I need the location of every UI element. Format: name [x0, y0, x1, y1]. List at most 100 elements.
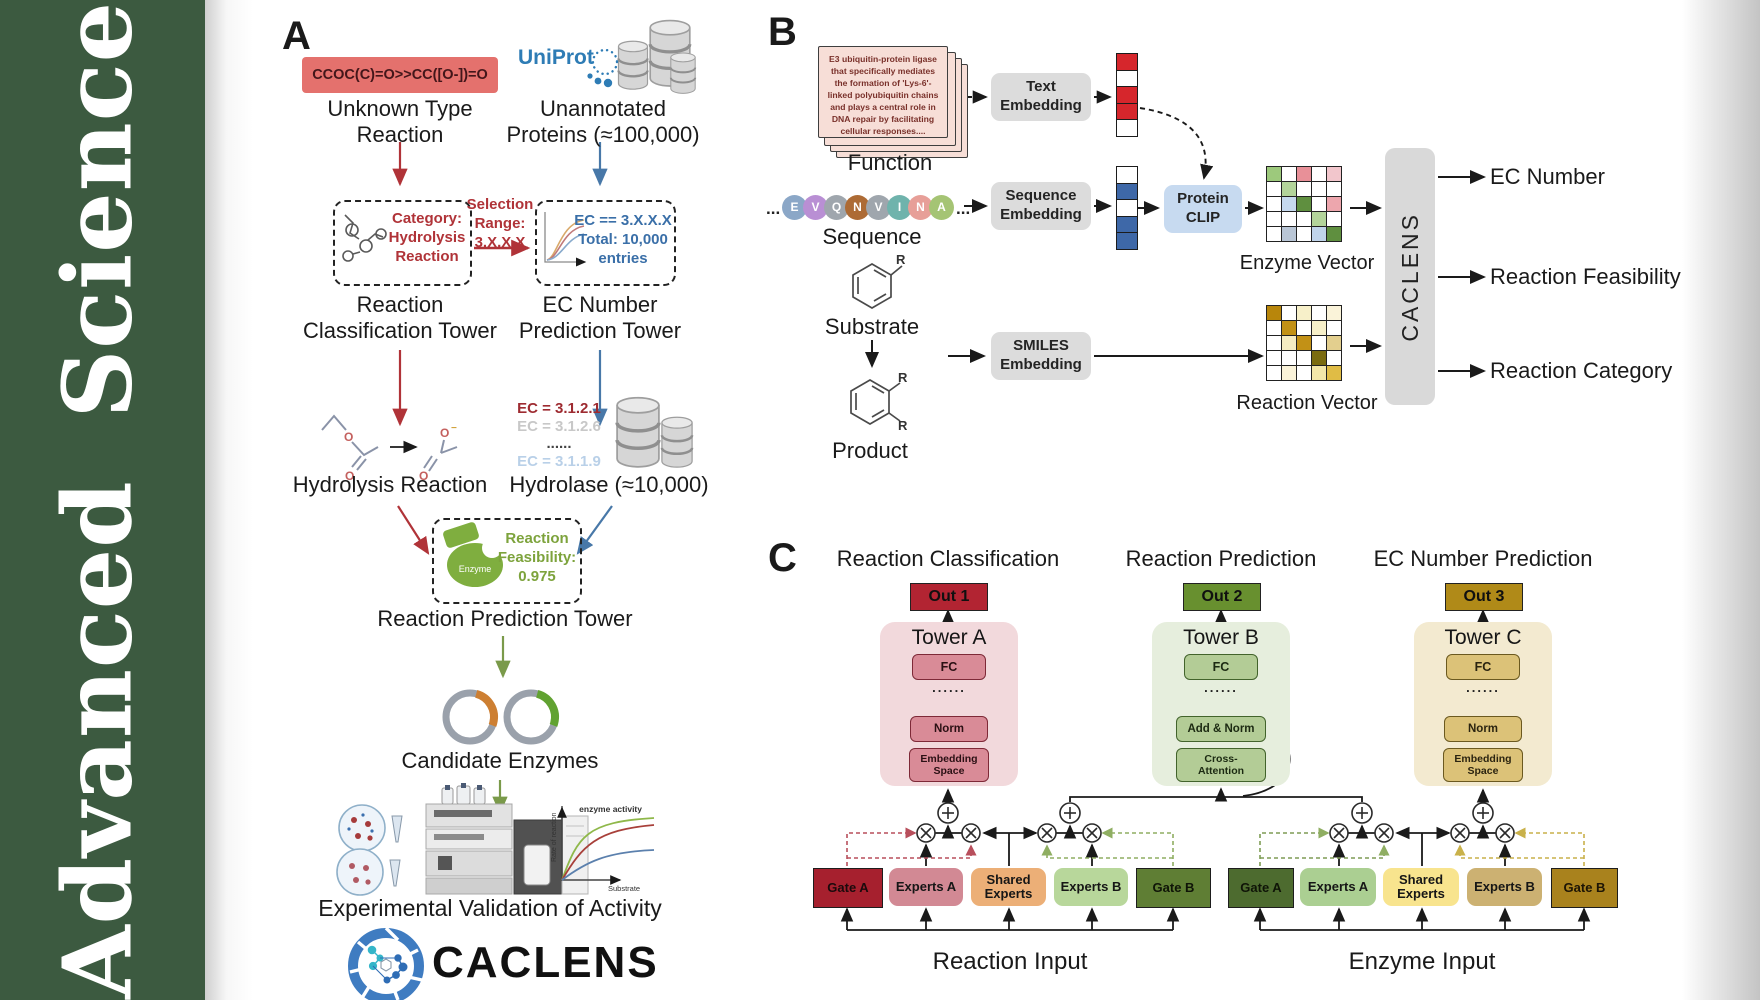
ec-dashed-box [535, 200, 676, 286]
matrix-cell [1325, 180, 1342, 197]
sequence-embedding-vector [1116, 166, 1138, 251]
experimental-validation-label: Experimental Validation of Activity [318, 895, 662, 921]
function-label: Function [847, 150, 933, 175]
ec-result-list: EC = 3.1.2.1 EC = 3.1.2.6...... EC = 3.1.1… [500, 400, 618, 471]
matrix-cell [1265, 349, 1282, 366]
tower-b-add-norm: Add & Norm [1176, 716, 1266, 742]
tower-c-dots: ...... [1466, 680, 1500, 695]
matrix-cell [1265, 304, 1282, 321]
tower-b-cross-attention: Cross- Attention [1176, 748, 1266, 782]
matrix-cell [1310, 364, 1327, 381]
tower-c-embedding-space: Embedding Space [1443, 748, 1523, 782]
matrix-cell [1280, 180, 1297, 197]
matrix-cell [1295, 180, 1312, 197]
matrix-cell [1265, 319, 1282, 336]
right-gradient [1682, 0, 1760, 1000]
matrix-cell [1295, 319, 1312, 336]
matrix-cell [1325, 210, 1342, 227]
matrix-cell [1325, 349, 1342, 366]
header-reaction-classification: Reaction Classification [836, 546, 1060, 571]
vector-cell [1116, 102, 1138, 121]
unannotated-proteins-label: Unannotated Proteins (≈100,000) [506, 96, 700, 147]
moe-right-gate-a: Gate A [1228, 868, 1294, 908]
matrix-cell [1310, 210, 1327, 227]
moe-right-shared-experts: Shared Experts [1383, 868, 1459, 906]
matrix-cell [1280, 349, 1297, 366]
moe-left-experts-a: Experts A [889, 868, 963, 906]
tower-a-dots: ...... [932, 680, 966, 695]
matrix-cell [1310, 180, 1327, 197]
matrix-cell [1310, 195, 1327, 212]
uniprot-logo: UniProt [518, 46, 594, 69]
vector-cell [1116, 215, 1138, 234]
hydrolysis-reaction-label: Hydrolysis Reaction [292, 472, 488, 497]
svg-text:O: O [344, 430, 353, 444]
left-gradient [205, 0, 253, 1000]
feasibility-text: Reaction Feasibility: 0.975 [497, 530, 577, 585]
caclens-model-label: CACLENS [1396, 211, 1423, 342]
matrix-cell [1295, 210, 1312, 227]
moe-left-gate-a: Gate A [813, 868, 883, 908]
matrix-cell [1295, 349, 1312, 366]
vector-cell [1116, 119, 1138, 138]
vector-cell [1116, 69, 1138, 88]
output-reaction-feasibility: Reaction Feasibility [1490, 264, 1681, 289]
out1-box: Out 1 [910, 583, 988, 611]
matrix-cell [1325, 364, 1342, 381]
vector-cell [1116, 166, 1138, 185]
tower-b-title: Tower B [1183, 626, 1259, 649]
moe-left-gate-b: Gate B [1136, 868, 1211, 908]
matrix-cell [1265, 364, 1282, 381]
caclens-model-box: CACLENS [1385, 148, 1435, 405]
caclens-logo-icon [348, 926, 424, 1000]
substrate-molecule-icon [852, 263, 903, 309]
ec-tower-label: EC Number Prediction Tower [518, 292, 682, 343]
tower-a: Tower A FC ...... Norm Embedding Space [880, 622, 1018, 786]
matrix-cell [1280, 319, 1297, 336]
ec-list-item: EC = 3.1.2.6 [517, 417, 601, 435]
plasmid-icons [442, 689, 559, 745]
tower-a-fc: FC [912, 654, 986, 680]
out3-box: Out 3 [1445, 583, 1523, 611]
moe-left-shared-experts: Shared Experts [971, 868, 1046, 906]
output-ec-number: EC Number [1490, 164, 1605, 189]
matrix-cell [1280, 210, 1297, 227]
header-reaction-prediction: Reaction Prediction [1125, 546, 1317, 571]
matrix-cell [1325, 334, 1342, 351]
matrix-cell [1310, 349, 1327, 366]
moe-right-gate-b: Gate B [1551, 868, 1618, 908]
matrix-cell [1310, 165, 1327, 182]
plot-legend: enzyme activity [579, 804, 642, 814]
output-reaction-category: Reaction Category [1490, 358, 1673, 383]
enzyme-vector-matrix [1265, 165, 1342, 242]
matrix-cell [1280, 304, 1297, 321]
matrix-cell [1265, 180, 1282, 197]
matrix-cell [1280, 364, 1297, 381]
matrix-cell [1325, 304, 1342, 321]
sequence-embedding-box: Sequence Embedding [991, 182, 1091, 230]
matrix-cell [1280, 195, 1297, 212]
matrix-cell [1295, 225, 1312, 242]
matrix-cell [1280, 165, 1297, 182]
tower-c-fc: FC [1446, 654, 1520, 680]
matrix-cell [1310, 334, 1327, 351]
journal-sidebar: Advanced Science [0, 0, 205, 1000]
activity-plot-text: enzyme activity Rate of reaction Substra… [551, 804, 642, 893]
feasibility-dashed-box [432, 518, 582, 604]
reaction-input-label: Reaction Input [932, 948, 1088, 975]
function-card: E3 ubiquitin-protein ligase that specifi… [818, 46, 948, 138]
out2-box: Out 2 [1183, 583, 1261, 611]
tower-b-fc: FC [1184, 654, 1258, 680]
vector-cell [1116, 232, 1138, 251]
tower-a-norm: Norm [910, 716, 988, 742]
matrix-cell [1295, 334, 1312, 351]
residue-circle: N [845, 195, 870, 220]
residue-circle: E [782, 195, 807, 220]
matrix-cell [1280, 334, 1297, 351]
sample-prep-icon [336, 804, 403, 896]
residue-circle: N [908, 195, 933, 220]
product-molecule-icon [850, 379, 901, 425]
tower-c-title: Tower C [1444, 626, 1522, 649]
matrix-cell [1265, 195, 1282, 212]
